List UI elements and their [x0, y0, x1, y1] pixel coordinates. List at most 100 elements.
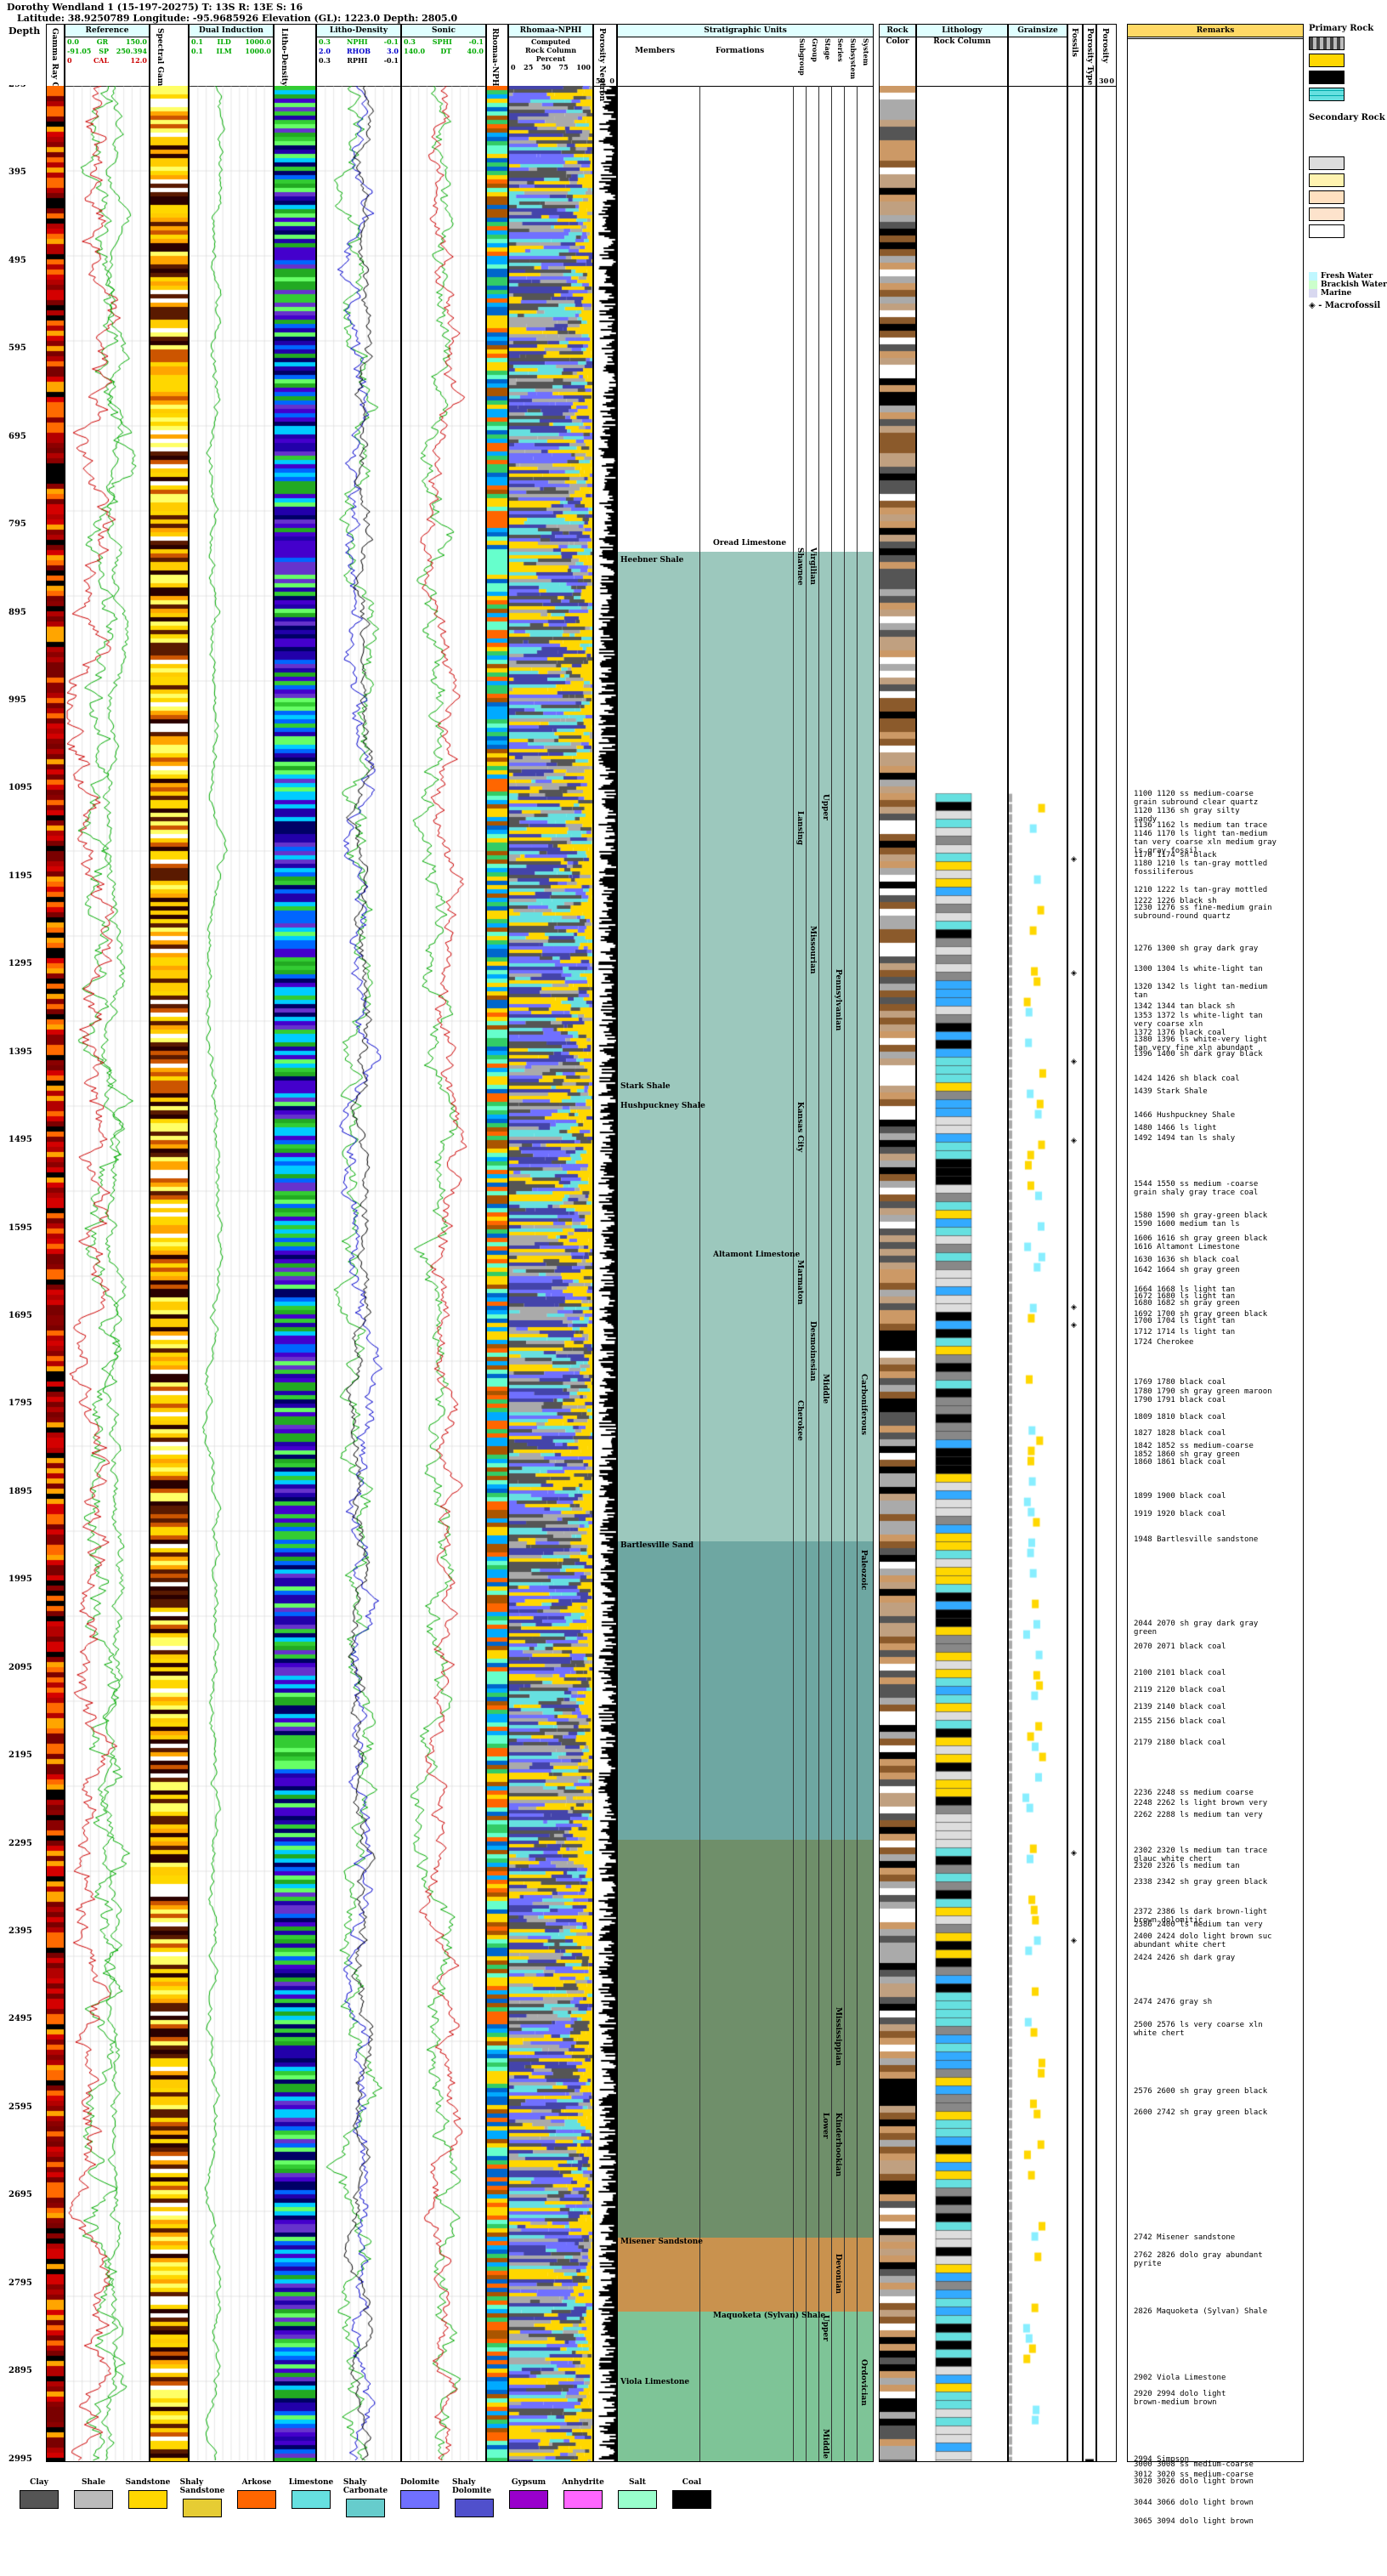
macrofossil-legend: ◈ - Macrofossil: [1309, 301, 1387, 310]
remark-entry: 1827 1828 black coal: [1134, 1428, 1226, 1438]
legend-label: Shaly Sandstone: [179, 2478, 225, 2495]
macrofossil-icon: ◈: [1071, 969, 1077, 979]
strat-subsystem-head: Subsystem: [849, 38, 858, 80]
sphi-min: 0.3: [404, 37, 416, 46]
legend-label: Coal: [682, 2478, 702, 2487]
strat-formations-head: Formations: [716, 47, 765, 55]
primary-swatch-shale: [1309, 37, 1345, 50]
track-rock-color[interactable]: Rock Color: [879, 24, 916, 2462]
track-litho-density[interactable]: Litho-Density 0.3 NPHI -0.1 2.0 RHOB 3.0 0.3…: [316, 24, 401, 2462]
remark-entry: 3044 3066 dolo light brown: [1134, 2499, 1254, 2508]
strat-unit-label: Marmaton: [795, 1259, 804, 1305]
sp-min: -91.05: [67, 47, 92, 55]
computed-tick-100: 100: [576, 63, 591, 71]
secondary-swatch-5: [1309, 224, 1345, 238]
remark-entry: 1230 1276 ss fine-medium grain subround-…: [1134, 904, 1272, 922]
track-stratigraphic-units[interactable]: Stratigraphic Units Members Formations S…: [617, 24, 874, 2462]
strat-unit-label: Paleozoic: [859, 1550, 868, 1591]
fresh-water-swatch: [1309, 272, 1317, 281]
porosity-pct-tick-30: 30: [1099, 77, 1109, 85]
strat-unit-label: Maquoketa (Sylvan) Shale: [713, 2311, 826, 2320]
remark-entry: 2600 2742 sh gray green black: [1134, 2108, 1268, 2118]
gamma-title: Gamma Ray Colorlith: [50, 28, 59, 121]
remark-entry: 1809 1810 black coal: [1134, 1412, 1226, 1421]
marine-label: Marine: [1321, 289, 1352, 298]
legend-item: Arkose: [235, 2478, 279, 2517]
litho-density-title: Litho-Density: [317, 25, 400, 37]
depth-label: 2395: [8, 1926, 32, 1936]
track-rhomaa-colorlith[interactable]: Rhomaa-NPHI Colorlith: [486, 24, 508, 2462]
legend-swatch: [563, 2490, 603, 2509]
track-litho-colorlith[interactable]: Litho-Density Colorlith: [274, 24, 316, 2462]
porosity-type-column: [1084, 86, 1095, 2461]
remark-entry: 1120 1136 sh gray silty sandy: [1134, 807, 1240, 825]
track-porosity-type[interactable]: Porosity Type: [1083, 24, 1096, 2462]
remark-entry: 1544 1550 ss medium -coarse grain shaly …: [1134, 1179, 1259, 1197]
sphi-name: SPHI: [432, 37, 452, 46]
porosity-neutron-fill: [594, 86, 616, 2461]
remark-entry: 2920 2994 dolo light brown-medium brown: [1134, 2390, 1226, 2407]
track-spectral-gamma[interactable]: Spectral Gamma: [150, 24, 189, 2462]
remark-entry: 1342 1344 tan black sh: [1134, 1001, 1236, 1011]
remark-entry: 1380 1396 ls white-very light tan very f…: [1134, 1036, 1268, 1053]
remark-entry: 1480 1466 ls light: [1134, 1123, 1217, 1132]
legend-label: Clay: [30, 2478, 48, 2487]
remark-entry: 2762 2826 dolo gray abundant pyrite: [1134, 2250, 1263, 2268]
track-dual-induction[interactable]: Dual Induction 0.1 ILD 1000.0 0.1 ILM 1000.0: [189, 24, 274, 2462]
legend-label: Dolomite: [399, 2478, 440, 2487]
secondary-rock-title: Secondary Rock: [1309, 113, 1385, 122]
legend-swatch: [455, 2499, 494, 2517]
well-title: Dorothy Wendland 1 (15-197-20275) T: 13S…: [7, 2, 303, 13]
ilm-min: 0.1: [191, 47, 203, 55]
remark-entry: 2236 2248 ss medium coarse: [1134, 1788, 1254, 1797]
strat-unit-label: Virgilian: [808, 548, 817, 585]
track-sonic[interactable]: Sonic 0.3 SPHI -0.1 140.0 DT 40.0: [401, 24, 486, 2462]
track-remarks[interactable]: Remarks: [1127, 24, 1304, 2462]
reference-title: Reference: [65, 25, 149, 37]
remark-entry: 2386 2400 ls medium tan very: [1134, 1920, 1263, 1929]
rock-sub: Color: [886, 37, 909, 46]
rhob-name: RHOB: [347, 47, 371, 55]
macrofossil-icon: ◈: [1071, 1848, 1077, 1858]
secondary-swatch-2: [1309, 173, 1345, 187]
track-porosity-percent[interactable]: Porosity 30 0: [1096, 24, 1117, 2462]
strat-band: [618, 1840, 873, 2238]
track-grainsize[interactable]: Grainsize: [1008, 24, 1067, 2462]
legend-swatch: [128, 2490, 167, 2509]
track-fossils[interactable]: Fossils ◈ ◈ ◈ ◈ ◈ ◈ ◈ ◈: [1067, 24, 1083, 2462]
legend-label: Shale: [81, 2478, 106, 2487]
strat-unit-label: Middle: [821, 2429, 829, 2460]
water-legend: Fresh Water Brackish Water Marine ◈ - Ma…: [1309, 272, 1387, 310]
gamma-colorlith-bar: [47, 86, 64, 2461]
track-reference[interactable]: Reference 0.0 GR 150.0 -91.05 SP 250.394 0 CA…: [65, 24, 150, 2462]
ild-max: 1000.0: [245, 37, 271, 46]
fresh-water-label: Fresh Water: [1321, 272, 1373, 281]
macrofossil-label: - Macrofossil: [1318, 301, 1381, 310]
remark-entry: 1372 1376 black coal: [1134, 1028, 1226, 1037]
depth-label: 495: [8, 255, 26, 265]
depth-label: 2495: [8, 2014, 32, 2024]
remark-entry: 1180 1210 ls tan-gray mottled fossilifer…: [1134, 860, 1268, 877]
depth-label: 595: [8, 343, 26, 354]
lithology-sub: Rock Column: [933, 37, 991, 46]
depth-labels: 295 395 495 595 695 795 895 995 1095 1195 1295 1395…: [0, 85, 46, 2462]
depth-label: 1295: [8, 959, 32, 969]
strat-column-divider: [831, 86, 832, 2461]
ilm-name: ILM: [216, 47, 232, 55]
strat-unit-label: Ordovician: [859, 2358, 868, 2406]
remark-entry: 3000 3008 ss medium-coarse: [1134, 2460, 1254, 2469]
grainsize-column: [1009, 86, 1067, 2461]
remark-entry: 1590 1600 medium tan ls: [1134, 1220, 1240, 1229]
legend-swatch: [237, 2490, 276, 2509]
track-porosity-neutron[interactable]: Porosity Neutron 50 0: [593, 24, 617, 2462]
remark-entry: 1680 1682 sh gray green: [1134, 1299, 1240, 1308]
porosity-pct-tick-0: 0: [1109, 77, 1114, 85]
track-lithology[interactable]: Lithology Rock Column: [916, 24, 1008, 2462]
track-computed-rock-column[interactable]: Rhomaa-NPHI Computed Rock Column Percent…: [508, 24, 593, 2462]
track-gamma-colorlith[interactable]: Gamma Ray Colorlith: [46, 24, 65, 2462]
remark-entry: 1692 1700 sh gray green black: [1134, 1309, 1268, 1319]
grainsize-title: Grainsize: [1009, 25, 1067, 37]
strat-unit-label: Desmoinesian: [808, 1321, 817, 1382]
remark-entry: 1136 1162 ls medium tan trace: [1134, 820, 1268, 830]
remark-entry: 3012 3020 ss medium-coarse: [1134, 2471, 1254, 2480]
